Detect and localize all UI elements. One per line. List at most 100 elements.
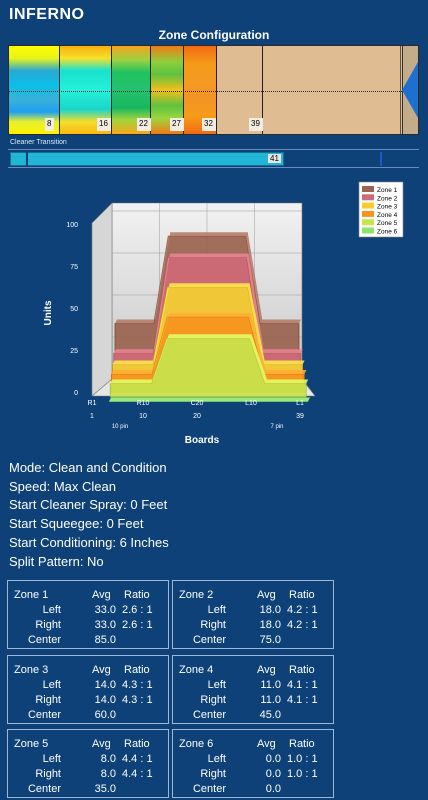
- legend-swatch: [362, 186, 374, 192]
- lane-centerline: [9, 91, 418, 92]
- zone-marker-3: 22: [137, 118, 151, 131]
- lane-zone-segment-1[interactable]: [9, 46, 60, 134]
- zone-card-center-value: 45.0: [259, 709, 281, 721]
- cleaner-transition-bar[interactable]: 41: [8, 149, 419, 168]
- y-tick-label: 0: [74, 390, 78, 397]
- zone-card-left-ratio: 4.4 : 1: [122, 753, 153, 765]
- zone-card-right-label: Right: [35, 619, 61, 631]
- y-axis-title: Units: [43, 300, 54, 325]
- zone-card-center-value: 35.0: [94, 783, 116, 795]
- legend-label: Zone 3: [377, 204, 398, 211]
- chart-left-wall: [91, 202, 113, 397]
- zone-marker-4: 27: [170, 118, 184, 131]
- cleaner-transition-label: Cleaner Transition: [10, 139, 67, 146]
- zone-marker-1: 8: [45, 118, 55, 131]
- zone-card-avg-header: Avg: [257, 664, 276, 676]
- zone-configuration-title: Zone Configuration: [158, 28, 270, 42]
- zone-card-center-label: Center: [27, 634, 61, 646]
- legend-label: Zone 2: [377, 195, 398, 202]
- zone-card-center-label: Center: [192, 709, 226, 721]
- legend-swatch: [362, 210, 374, 217]
- legend-swatch: [362, 227, 374, 234]
- zone-card-right-ratio: 4.2 : 1: [287, 619, 318, 631]
- app-title: INFERNO: [9, 6, 85, 23]
- zone-card-right-avg: 8.0: [100, 768, 116, 780]
- x-axis-note: 7 pin: [270, 424, 283, 430]
- zone-card-left-ratio: 4.1 : 1: [287, 679, 318, 691]
- y-tick-label: 50: [70, 306, 78, 313]
- zone-card-ratio-header: Ratio: [124, 589, 150, 601]
- x-tick-label-top: C20: [191, 400, 204, 407]
- legend-label: Zone 6: [377, 229, 398, 236]
- x-tick-label-top: R1: [88, 400, 97, 407]
- zone-card-left-avg: 33.0: [94, 604, 116, 616]
- zone-card-ratio-header: Ratio: [124, 738, 150, 750]
- zone-card-center-value: 75.0: [259, 634, 281, 646]
- zone-card-left-ratio: 4.3 : 1: [122, 679, 153, 691]
- x-tick-label-top: L1: [296, 400, 304, 407]
- zone-marker-5: 32: [202, 118, 216, 131]
- zone-card-right-avg: 18.0: [259, 619, 281, 631]
- cleaner-transition-fill: [10, 152, 284, 166]
- zone-card-1: Zone 1 Avg Ratio Left 33.0 2.6 : 1 Right 33.0 2.…: [7, 580, 169, 649]
- zone-card-right-label: Right: [200, 694, 226, 706]
- zone-card-left-label: Left: [42, 753, 61, 765]
- chart-axes: 0 25 50 75 100 R1 R10 C20 L10 L1 1 10 20 39 10 pin 7 pi…: [43, 222, 304, 445]
- zone-card-right-avg: 0.0: [265, 768, 281, 780]
- zone-card-right-avg: 33.0: [94, 619, 116, 631]
- zone-card-right-label: Right: [35, 694, 61, 706]
- zone-card-avg-header: Avg: [257, 738, 276, 750]
- zone-card-right-ratio: 4.3 : 1: [122, 694, 153, 706]
- x-axis-title: Boards: [185, 435, 220, 445]
- cleaner-transition-start-tick: [26, 152, 28, 166]
- cleaner-transition-value: 41: [268, 154, 281, 163]
- zone-card-left-ratio: 2.6 : 1: [122, 604, 153, 616]
- pattern-settings: Mode: Clean and Condition Speed: Max Cle…: [9, 459, 169, 571]
- cleaner-transition-handle[interactable]: [380, 152, 382, 166]
- legend-swatch: [362, 194, 374, 201]
- setting-cleaner-spray: Start Cleaner Spray: 0 Feet: [9, 497, 168, 513]
- zone-card-left-avg: 0.0: [265, 753, 281, 765]
- zone-card-center-value: 85.0: [94, 634, 116, 646]
- y-tick-label: 75: [70, 264, 78, 271]
- legend-label: Zone 5: [377, 220, 398, 227]
- zone-card-right-ratio: 4.4 : 1: [122, 768, 153, 780]
- x-tick-label-top: R10: [137, 400, 150, 407]
- zone-card-left-label: Left: [42, 679, 61, 691]
- lane-zone-map[interactable]: 8 16 22 27 32 39: [8, 45, 419, 135]
- zone-card-left-ratio: 4.2 : 1: [287, 604, 318, 616]
- zone-card-right-avg: 11.0: [260, 694, 281, 706]
- zone-card-right-ratio: 1.0 : 1: [287, 768, 318, 780]
- zone-card-title: Zone 1: [14, 589, 49, 601]
- x-tick-label-bottom: 20: [193, 413, 201, 420]
- zone-card-left-avg: 8.0: [100, 753, 116, 765]
- x-tick-label-bottom: 39: [296, 413, 304, 420]
- zone-card-title: Zone 3: [14, 664, 49, 676]
- setting-squeegee: Start Squeegee: 0 Feet: [9, 516, 144, 532]
- zone-card-avg-header: Avg: [92, 738, 111, 750]
- zone-card-avg-header: Avg: [92, 664, 111, 676]
- zone-card-5: Zone 5 Avg Ratio Left 8.0 4.4 : 1 Right 8.0 4.4 …: [7, 729, 169, 798]
- setting-conditioning: Start Conditioning: 6 Inches: [9, 534, 169, 550]
- zone-card-left-label: Left: [207, 604, 226, 616]
- zone-card-center-label: Center: [192, 634, 226, 646]
- zone-card-left-label: Left: [207, 753, 226, 765]
- legend-swatch: [362, 202, 374, 209]
- zone-card-center-value: 60.0: [94, 709, 116, 721]
- zone-card-3: Zone 3 Avg Ratio Left 14.0 4.3 : 1 Right 14.0 4.…: [7, 655, 169, 724]
- zone-card-title: Zone 2: [179, 589, 214, 601]
- zone-card-right-avg: 14.0: [94, 694, 116, 706]
- zone-marker-6: 39: [249, 118, 263, 131]
- zone-card-right-label: Right: [200, 768, 226, 780]
- zone-card-title: Zone 5: [14, 738, 49, 750]
- zone-card-avg-header: Avg: [257, 589, 276, 601]
- zone-card-left-ratio: 1.0 : 1: [287, 753, 318, 765]
- zone-card-ratio-header: Ratio: [124, 664, 150, 676]
- zone-marker-2: 16: [97, 118, 111, 131]
- zone-card-right-ratio: 2.6 : 1: [122, 619, 153, 631]
- y-tick-label: 25: [70, 348, 78, 355]
- setting-split-pattern: Split Pattern: No: [9, 553, 104, 569]
- zone-card-ratio-header: Ratio: [289, 664, 315, 676]
- oil-pattern-3d-chart: 0 25 50 75 100 R1 R10 C20 L10 L1 1 10 20 39 10 pin 7 pi…: [43, 181, 404, 445]
